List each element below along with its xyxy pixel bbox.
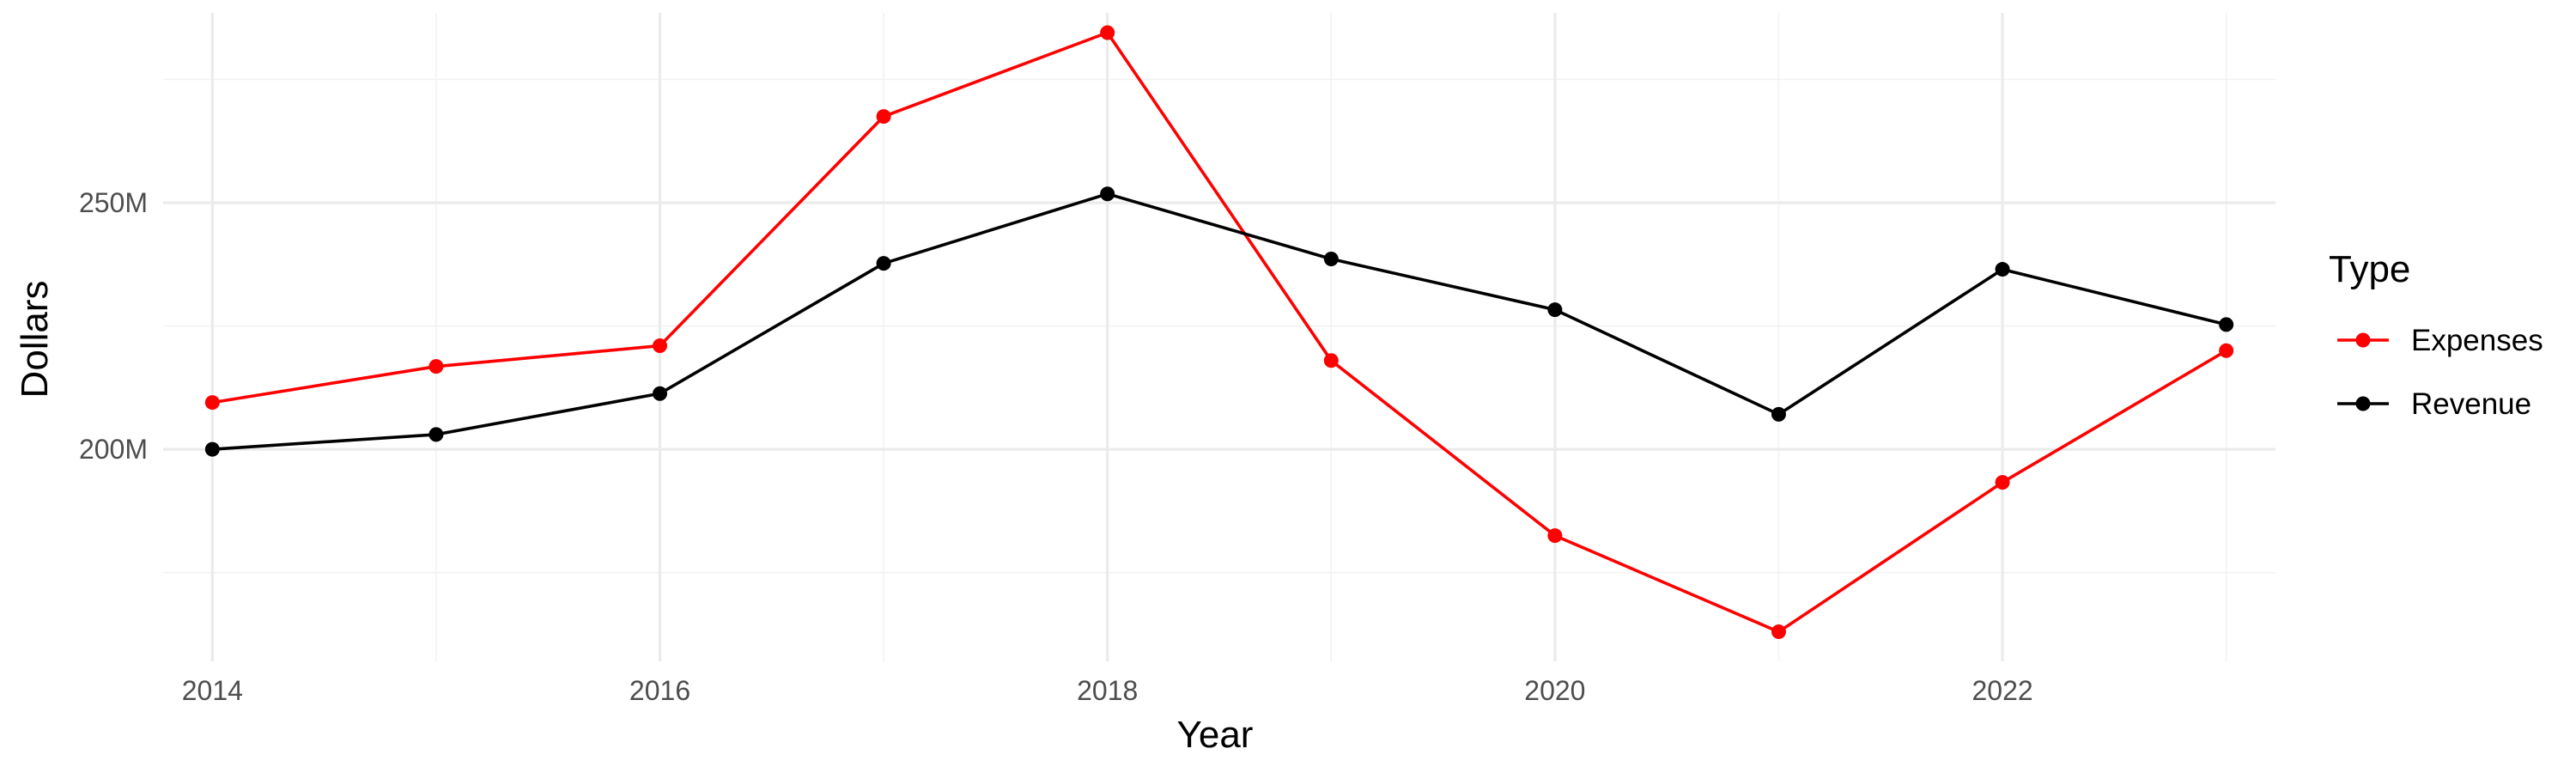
x-tick-label: 2018 xyxy=(1077,675,1138,706)
legend: Type Expenses Revenue xyxy=(2329,248,2543,421)
expenses-data-point xyxy=(1547,528,1563,544)
expenses-data-point xyxy=(2219,343,2234,358)
expenses-legend-key-point xyxy=(2355,332,2371,348)
expenses-data-point xyxy=(1100,25,1115,40)
revenue-legend-key-point xyxy=(2355,396,2371,411)
expenses-data-point xyxy=(1995,475,2010,490)
expenses-data-point xyxy=(1323,353,1339,368)
expenses-data-point xyxy=(1771,624,1786,640)
revenue-data-point xyxy=(876,256,891,271)
y-tick-label: 200M xyxy=(79,434,148,465)
legend-items: Expenses Revenue xyxy=(2337,324,2543,421)
expenses-data-point xyxy=(204,395,220,411)
revenue-legend-label: Revenue xyxy=(2411,387,2531,421)
legend-title: Type xyxy=(2329,248,2410,290)
revenue-data-point xyxy=(428,427,444,442)
revenue-data-point xyxy=(1771,406,1786,422)
tick-labels-layer: 2014 2016 2018 2020 2022 200M 250M xyxy=(79,187,2033,706)
revenue-data-point xyxy=(1323,251,1339,266)
x-tick-label: 2014 xyxy=(182,675,243,706)
expenses-data-point xyxy=(428,359,444,374)
revenue-series-line xyxy=(212,192,2227,451)
expenses-legend-label: Expenses xyxy=(2411,324,2543,357)
revenue-data-point xyxy=(1995,262,2010,277)
y-tick-label: 250M xyxy=(79,187,148,218)
y-axis-title: Dollars xyxy=(14,281,56,399)
x-axis-title: Year xyxy=(1177,714,1254,756)
revenue-data-point xyxy=(1547,302,1563,318)
revenue-data-point xyxy=(653,386,668,401)
revenue-data-point xyxy=(2219,317,2234,332)
x-tick-label: 2022 xyxy=(1971,675,2032,706)
x-tick-label: 2016 xyxy=(629,675,690,706)
expenses-series-line xyxy=(212,31,2227,634)
grid-layer xyxy=(163,13,2275,661)
x-tick-label: 2020 xyxy=(1524,675,1585,706)
expenses-data-point xyxy=(876,109,891,125)
expenses-data-point xyxy=(653,338,668,354)
series-layer xyxy=(204,25,2234,640)
revenue-data-point xyxy=(1100,186,1115,202)
revenue-data-point xyxy=(204,441,220,457)
